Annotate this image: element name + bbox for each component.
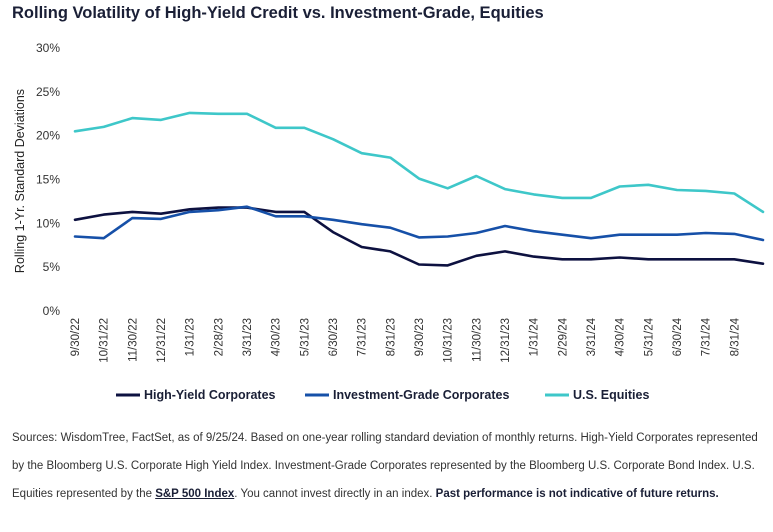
- legend-label-high-yield-corporates: High-Yield Corporates: [144, 388, 276, 402]
- x-tick-label: 1/31/23: [185, 318, 197, 356]
- x-tick-label: 1/31/24: [529, 317, 541, 356]
- legend: High-Yield Corporates Investment-Grade Co…: [116, 388, 649, 402]
- x-tick-label: 10/31/22: [99, 318, 111, 363]
- x-tick-label: 12/31/22: [156, 318, 168, 363]
- y-tick-label: 10%: [36, 216, 60, 230]
- x-tick-label: 9/30/23: [414, 318, 426, 356]
- x-axis-ticks: 9/30/22 10/31/22 11/30/22 12/31/22 1/31/23 2/…: [70, 317, 741, 362]
- x-tick-label: 6/30/24: [672, 317, 684, 356]
- line-chart: 0% 5% 10% 15% 20% 25% 30% Rolling 1-Yr. Standa…: [13, 41, 765, 402]
- x-tick-label: 11/30/23: [471, 318, 483, 362]
- x-tick-label: 5/31/24: [643, 317, 655, 356]
- x-tick-label: 5/31/23: [299, 318, 311, 356]
- series-line-investment-grade-corporates: [73, 205, 765, 242]
- y-tick-label: 30%: [36, 41, 60, 55]
- x-tick-label: 8/31/24: [729, 317, 741, 356]
- y-tick-label: 20%: [36, 129, 60, 143]
- notes-sources: Sources: WisdomTree, FactSet, as of 9/25…: [12, 432, 758, 500]
- x-tick-label: 12/31/23: [500, 318, 512, 363]
- y-tick-label: 5%: [43, 260, 61, 274]
- y-tick-label: 0%: [43, 304, 61, 318]
- legend-label-investment-grade-corporates: Investment-Grade Corporates: [333, 388, 509, 402]
- x-tick-label: 4/30/24: [615, 317, 627, 356]
- x-tick-label: 8/31/23: [385, 318, 397, 356]
- x-tick-label: 7/31/23: [357, 318, 369, 356]
- sp500-index-link[interactable]: S&P 500 Index: [155, 488, 235, 500]
- series-lines: [73, 111, 765, 267]
- y-tick-label: 25%: [36, 85, 60, 99]
- notes-disclaimer: . You cannot invest directly in an index…: [234, 488, 436, 500]
- legend-label-u-s-equities: U.S. Equities: [573, 388, 649, 402]
- x-tick-label: 4/30/23: [271, 318, 283, 356]
- notes-past-performance: Past performance is not indicative of fu…: [435, 488, 719, 500]
- x-tick-label: 6/30/23: [328, 318, 340, 356]
- y-tick-label: 15%: [36, 173, 60, 187]
- y-axis-label: Rolling 1-Yr. Standard Deviations: [13, 89, 27, 273]
- source-notes: Sources: WisdomTree, FactSet, as of 9/25…: [12, 424, 764, 508]
- x-tick-label: 7/31/24: [701, 317, 713, 356]
- x-tick-label: 3/31/24: [586, 317, 598, 356]
- x-tick-label: 2/28/23: [213, 318, 225, 356]
- x-tick-label: 11/30/22: [127, 318, 139, 362]
- series-line-high-yield-corporates: [73, 206, 765, 267]
- x-tick-label: 3/31/23: [242, 318, 254, 356]
- y-axis-ticks: 0% 5% 10% 15% 20% 25% 30%: [36, 41, 60, 318]
- x-tick-label: 2/29/24: [557, 317, 569, 356]
- x-tick-label: 10/31/23: [443, 318, 455, 363]
- series-line-u-s-equities: [73, 111, 765, 214]
- x-tick-label: 9/30/22: [70, 318, 82, 356]
- chart-title: Rolling Volatility of High-Yield Credit …: [12, 4, 544, 22]
